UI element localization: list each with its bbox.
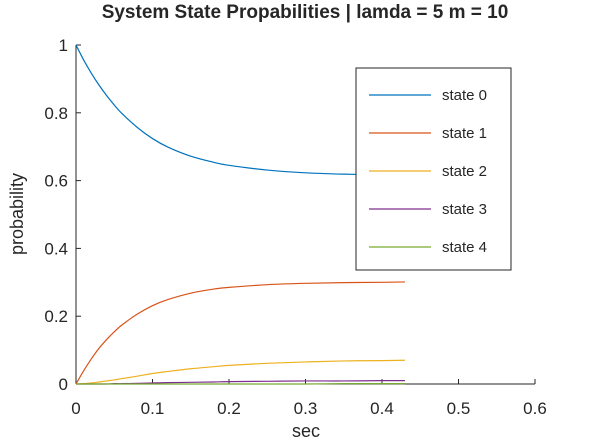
x-tick-label: 0.2 bbox=[217, 399, 241, 418]
x-tick-label: 0.5 bbox=[447, 399, 471, 418]
legend-label-state-4: state 4 bbox=[442, 239, 487, 256]
legend-label-state-3: state 3 bbox=[442, 201, 487, 218]
legend-box bbox=[356, 68, 511, 270]
y-axis-label: probability bbox=[7, 173, 27, 255]
y-tick-label: 0 bbox=[59, 375, 68, 394]
y-tick-label: 0.8 bbox=[44, 104, 68, 123]
legend-label-state-2: state 2 bbox=[442, 163, 487, 180]
y-tick-label: 0.4 bbox=[44, 239, 68, 258]
x-tick-label: 0.1 bbox=[141, 399, 165, 418]
legend: state 0 state 1 state 2 state 3 state 4 bbox=[356, 68, 511, 270]
x-tick-label: 0.3 bbox=[294, 399, 318, 418]
y-tick-label: 0.2 bbox=[44, 307, 68, 326]
x-tick-label: 0.6 bbox=[523, 399, 547, 418]
y-tick-label: 0.6 bbox=[44, 172, 68, 191]
y-tick-label: 1 bbox=[59, 36, 68, 55]
chart-title: System State Propabilities | lamda = 5 m… bbox=[102, 2, 509, 23]
series-line-state-1 bbox=[76, 282, 405, 384]
x-axis-label: sec bbox=[292, 421, 320, 439]
x-tick-label: 0.4 bbox=[370, 399, 394, 418]
x-tick-label: 0 bbox=[71, 399, 80, 418]
legend-label-state-0: state 0 bbox=[442, 87, 487, 104]
legend-label-state-1: state 1 bbox=[442, 125, 487, 142]
